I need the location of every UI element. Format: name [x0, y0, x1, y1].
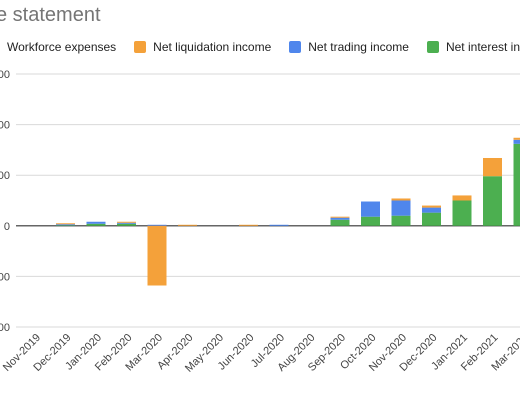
- legend-label-workforce: Workforce expenses: [7, 40, 117, 54]
- y-tick-label: 00: [0, 170, 10, 182]
- bar-segment: [56, 224, 75, 226]
- bar-segment: [483, 176, 502, 226]
- bar-segment: [513, 137, 520, 140]
- bar-segment: [56, 224, 75, 226]
- bar-segment: [86, 223, 106, 226]
- y-tick-label: 0: [4, 221, 10, 233]
- bar-segment: [391, 215, 411, 226]
- y-tick-label: 00: [0, 271, 10, 283]
- bar-segment: [117, 221, 136, 223]
- legend-swatch-interest: [426, 41, 439, 53]
- bar-segment: [361, 216, 380, 226]
- y-tick-label: 00: [0, 322, 10, 334]
- legend-swatch-trading: [289, 41, 302, 53]
- legend-swatch-liquidation: [134, 41, 147, 53]
- bar-segment: [361, 201, 380, 217]
- bar-segment: [147, 224, 167, 226]
- chart-title: e statement: [0, 4, 101, 26]
- x-axis-ticks: Nov-2019Dec-2019Jan-2020Feb-2020Mar-2020…: [1, 332, 520, 375]
- bar-segment: [117, 222, 136, 224]
- bar-segment: [422, 207, 441, 213]
- bar-segment: [117, 223, 136, 226]
- legend-item-trading[interactable]: Net trading income: [289, 40, 409, 54]
- legend-label-interest: Net interest inco: [445, 40, 520, 54]
- bar-segment: [452, 200, 472, 226]
- bar-segment: [56, 223, 75, 225]
- bar-segment: [452, 195, 472, 201]
- bar-segment: [269, 224, 289, 226]
- bar-segment: [239, 224, 258, 226]
- bar-segment: [147, 225, 167, 286]
- bar-segment: [513, 139, 520, 144]
- chart-legend: Workforce expenses Net liquidation incom…: [0, 40, 520, 54]
- legend-label-trading: Net trading income: [308, 40, 409, 54]
- legend-item-interest[interactable]: Net interest inco: [426, 40, 520, 54]
- bar-segment: [483, 157, 502, 177]
- bar-segment: [86, 221, 106, 224]
- grid-layer: [16, 73, 520, 328]
- bar-layer: [56, 137, 520, 286]
- legend-item-workforce[interactable]: Workforce expenses: [0, 40, 116, 54]
- bar-segment: [422, 205, 441, 208]
- legend-label-liquidation: Net liquidation income: [153, 40, 272, 54]
- y-tick-label: 00: [0, 120, 10, 132]
- y-tick-label: 00: [0, 69, 10, 81]
- bar-segment: [391, 200, 411, 216]
- bar-segment: [513, 143, 520, 226]
- bar-segment: [330, 219, 350, 226]
- bar-segment: [422, 212, 441, 226]
- bar-segment: [330, 217, 350, 220]
- bar-segment: [178, 224, 197, 226]
- bar-segment: [330, 216, 350, 218]
- legend-item-liquidation[interactable]: Net liquidation income: [134, 40, 271, 54]
- bar-segment: [391, 198, 411, 201]
